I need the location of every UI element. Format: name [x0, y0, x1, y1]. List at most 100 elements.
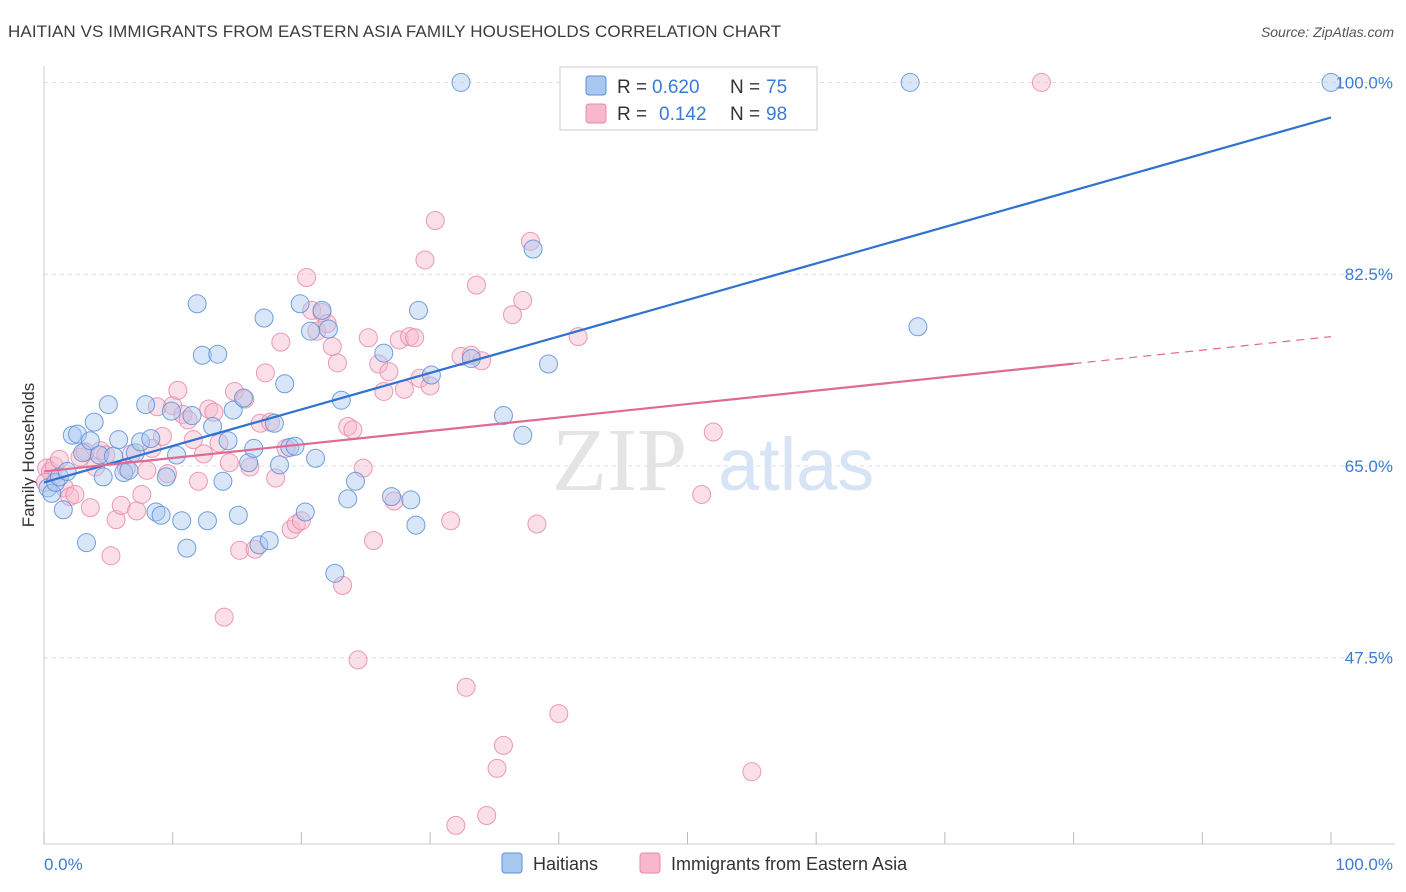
- asia-point-96: [1031, 72, 1051, 92]
- asia-point-51: [297, 267, 317, 287]
- asia-point-43: [255, 363, 275, 383]
- asia-point-85: [487, 758, 507, 778]
- asia-point-67: [379, 362, 399, 382]
- haitian-point-10: [80, 431, 100, 451]
- haitian-point-47: [270, 455, 290, 475]
- asia-point-46: [271, 332, 291, 352]
- haitian-point-44: [254, 308, 274, 328]
- watermark-zip: ZIP: [552, 411, 687, 510]
- legend-r-value-asia: 0.142: [659, 104, 707, 125]
- asia-point-72: [405, 328, 425, 348]
- asia-point-18: [127, 501, 147, 521]
- haitian-point-18: [119, 460, 139, 480]
- bottom-legend-haitians: Haitians: [533, 854, 598, 874]
- asia-point-33: [204, 402, 224, 422]
- asia-point-24: [158, 464, 178, 484]
- haitian-trend-line: [43, 116, 1332, 484]
- haitian-point-20: [131, 432, 151, 452]
- haitian-point-31: [187, 294, 207, 314]
- asia-point-38: [230, 540, 250, 560]
- chart-title: HAITIAN VS IMMIGRANTS FROM EASTERN ASIA …: [8, 22, 782, 41]
- haitian-point-37: [218, 431, 238, 451]
- haitian-point-35: [208, 344, 228, 364]
- asia-point-36: [219, 453, 239, 473]
- haitian-point-29: [177, 538, 197, 558]
- haitian-point-12: [89, 445, 109, 465]
- haitian-point-74: [908, 317, 928, 337]
- asia-point-9: [80, 498, 100, 518]
- asia-points: [35, 72, 1051, 835]
- asia-point-63: [358, 328, 378, 348]
- asia-point-53: [307, 321, 327, 341]
- asia-point-93: [692, 484, 712, 504]
- asia-point-26: [168, 380, 188, 400]
- asia-point-95: [742, 762, 762, 782]
- haitian-point-51: [290, 294, 310, 314]
- asia-point-87: [502, 305, 522, 325]
- haitian-point-30: [182, 406, 202, 426]
- asia-point-20: [137, 460, 157, 480]
- legend-swatch-haitians: [585, 75, 607, 96]
- haitian-point-45: [259, 530, 279, 550]
- asia-point-61: [348, 650, 368, 670]
- legend-r-label-asia: R =: [617, 104, 647, 125]
- haitian-point-43: [249, 535, 269, 555]
- haitian-point-59: [338, 489, 358, 509]
- legend-n-label-haitians: N =: [730, 77, 760, 98]
- haitian-point-14: [98, 395, 118, 415]
- asia-point-89: [520, 231, 540, 251]
- asia-point-57: [327, 353, 347, 373]
- haitian-point-21: [136, 395, 156, 415]
- asia-trend-line: [43, 362, 1074, 473]
- haitian-point-27: [167, 445, 187, 465]
- haitian-point-69: [493, 406, 513, 426]
- y-tick-label-1: 65.0%: [1345, 457, 1393, 476]
- asia-point-86: [493, 735, 513, 755]
- haitian-point-67: [451, 72, 471, 92]
- legend-n-value-haitians: 75: [766, 77, 787, 98]
- haitian-point-56: [318, 319, 338, 339]
- haitian-point-65: [409, 300, 429, 320]
- asia-point-84: [477, 806, 497, 826]
- haitian-point-16: [109, 430, 129, 450]
- haitian-point-5: [57, 461, 77, 481]
- asia-point-59: [338, 417, 358, 437]
- source-label: Source: ZipAtlas.com: [1260, 24, 1394, 40]
- asia-point-76: [425, 211, 445, 231]
- haitian-point-8: [73, 443, 93, 463]
- asia-point-4: [55, 478, 75, 498]
- haitian-point-54: [306, 448, 326, 468]
- asia-point-58: [333, 575, 353, 595]
- haitian-point-25: [156, 467, 176, 487]
- haitian-point-62: [381, 487, 401, 507]
- haitian-point-38: [223, 400, 243, 420]
- haitian-point-9: [76, 533, 96, 553]
- haitian-points: [38, 72, 1341, 583]
- haitian-point-73: [900, 72, 920, 92]
- haitian-point-72: [539, 354, 559, 374]
- legend-n-value-asia: 98: [766, 104, 787, 125]
- y-tick-labels: 47.5% 65.0% 82.5% 100.0%: [1335, 73, 1393, 667]
- asia-point-22: [147, 397, 167, 417]
- haitian-point-48: [275, 374, 295, 394]
- watermark-atlas: atlas: [718, 423, 874, 506]
- asia-point-35: [214, 607, 234, 627]
- haitian-point-57: [325, 563, 345, 583]
- haitian-point-55: [312, 300, 332, 320]
- haitian-point-70: [513, 425, 533, 445]
- asia-point-78: [446, 815, 466, 835]
- asia-point-23: [152, 426, 172, 446]
- haitian-point-64: [406, 515, 426, 535]
- x-tick-labels: 0.0% 100.0%: [44, 855, 1393, 874]
- haitian-point-63: [401, 490, 421, 510]
- asia-point-13: [101, 546, 121, 566]
- correlation-legend: R = 0.620 N = 75 R = 0.142 N = 98: [559, 66, 818, 131]
- asia-point-60: [343, 420, 363, 440]
- asia-point-94: [703, 422, 723, 442]
- y-tick-label-0: 47.5%: [1345, 649, 1393, 668]
- bottom-swatch-asia: [639, 852, 661, 874]
- legend-n-label-asia: N =: [730, 104, 760, 125]
- legend-swatch-asia: [585, 103, 607, 124]
- asia-point-15: [111, 495, 131, 515]
- asia-point-39: [235, 389, 255, 409]
